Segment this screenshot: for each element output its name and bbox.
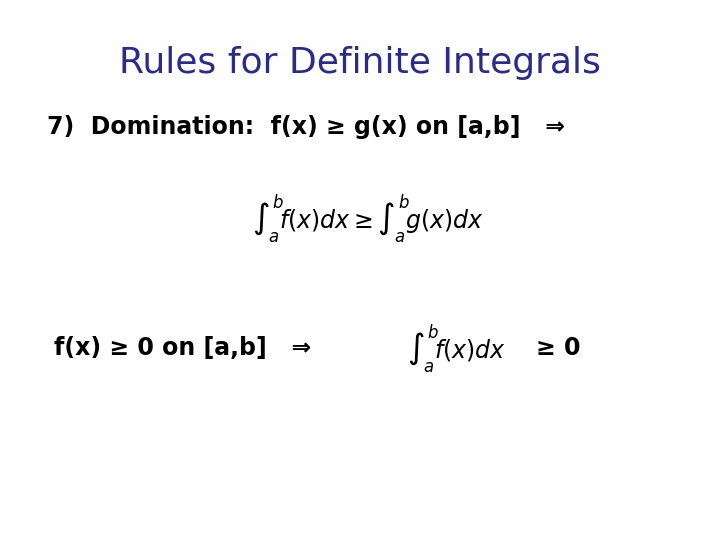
Text: Rules for Definite Integrals: Rules for Definite Integrals bbox=[119, 46, 601, 80]
Text: 7)  Domination:  f(x) ≥ g(x) on [a,b]   ⇒: 7) Domination: f(x) ≥ g(x) on [a,b] ⇒ bbox=[47, 115, 564, 139]
Text: ≥ 0: ≥ 0 bbox=[536, 336, 581, 360]
Text: $\int_a^b \! f(x)dx \geq \int_a^b \! g(x)dx$: $\int_a^b \! f(x)dx \geq \int_a^b \! g(x… bbox=[252, 192, 484, 245]
Text: $\int_a^b \! f(x)dx$: $\int_a^b \! f(x)dx$ bbox=[407, 322, 506, 375]
Text: f(x) ≥ 0 on [a,b]   ⇒: f(x) ≥ 0 on [a,b] ⇒ bbox=[54, 336, 311, 360]
